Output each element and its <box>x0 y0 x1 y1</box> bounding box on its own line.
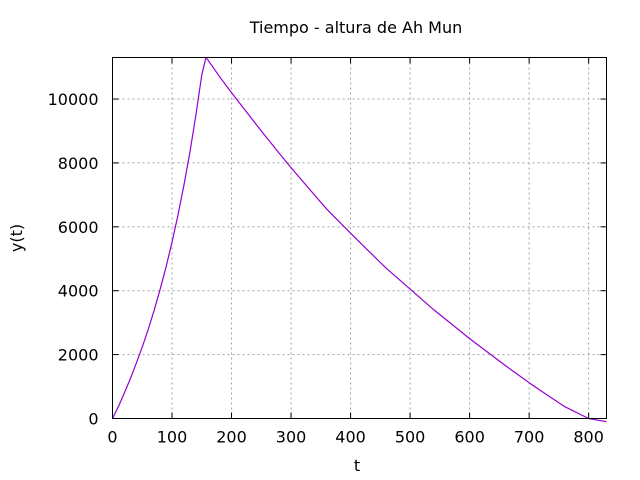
x-tick-label: 700 <box>514 428 545 447</box>
x-axis-label: t <box>354 456 360 475</box>
x-tick-label: 800 <box>573 428 604 447</box>
x-tick-label: 500 <box>395 428 426 447</box>
x-tick-label: 300 <box>276 428 307 447</box>
plot-frame <box>112 57 607 419</box>
y-tick-label: 6000 <box>58 218 99 237</box>
y-tick-label: 10000 <box>48 90 99 109</box>
x-tick-label: 200 <box>216 428 247 447</box>
y-tick-label: 2000 <box>58 346 99 365</box>
x-tick-label: 100 <box>157 428 188 447</box>
grid <box>112 57 607 419</box>
ticks: 0 100 200 300 400 500 600 700 800020004000600080… <box>48 57 607 447</box>
chart-title: Tiempo - altura de Ah Mun <box>249 18 463 37</box>
series-layer <box>111 56 607 423</box>
x-tick-label: 400 <box>335 428 366 447</box>
y-tick-label: 8000 <box>58 154 99 173</box>
x-tick-label: 600 <box>454 428 485 447</box>
x-tick-label: 0 <box>107 428 117 447</box>
y-tick-label: 0 <box>88 410 98 429</box>
y-tick-label: 4000 <box>58 282 99 301</box>
series-line <box>111 56 607 423</box>
y-axis-label: y(t) <box>7 224 26 252</box>
